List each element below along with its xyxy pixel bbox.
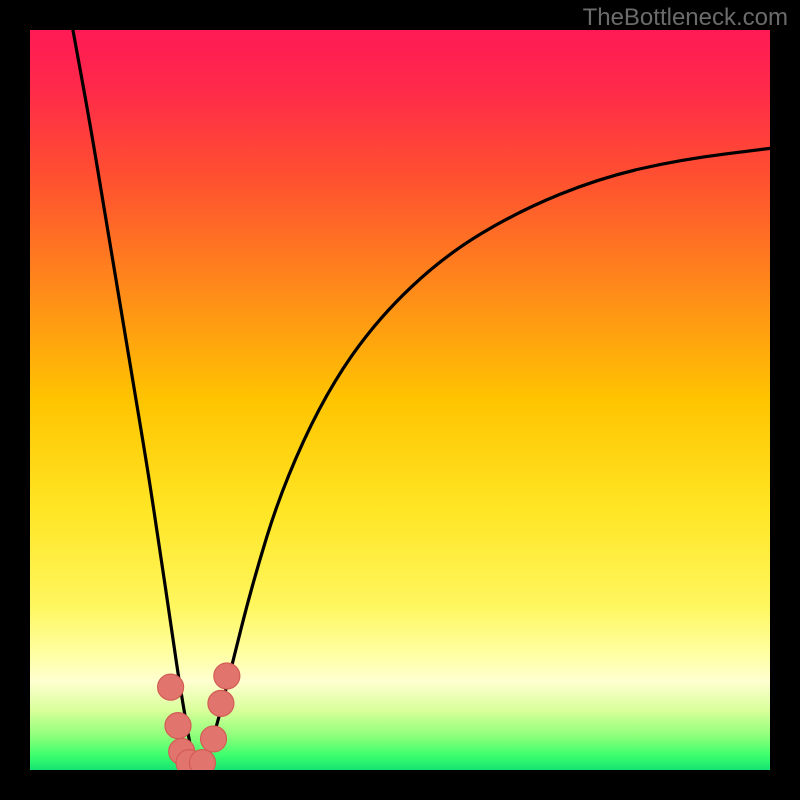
marker-dot: [201, 726, 227, 752]
marker-dot: [208, 690, 234, 716]
plot-area: [30, 30, 770, 770]
marker-dot: [165, 713, 191, 739]
gradient-background: [30, 30, 770, 770]
marker-dot: [158, 674, 184, 700]
watermark-text: TheBottleneck.com: [583, 4, 788, 32]
bottleneck-chart-svg: [30, 30, 770, 770]
marker-dot: [214, 663, 240, 689]
chart-frame: TheBottleneck.com: [0, 0, 800, 800]
marker-dot: [189, 750, 215, 770]
